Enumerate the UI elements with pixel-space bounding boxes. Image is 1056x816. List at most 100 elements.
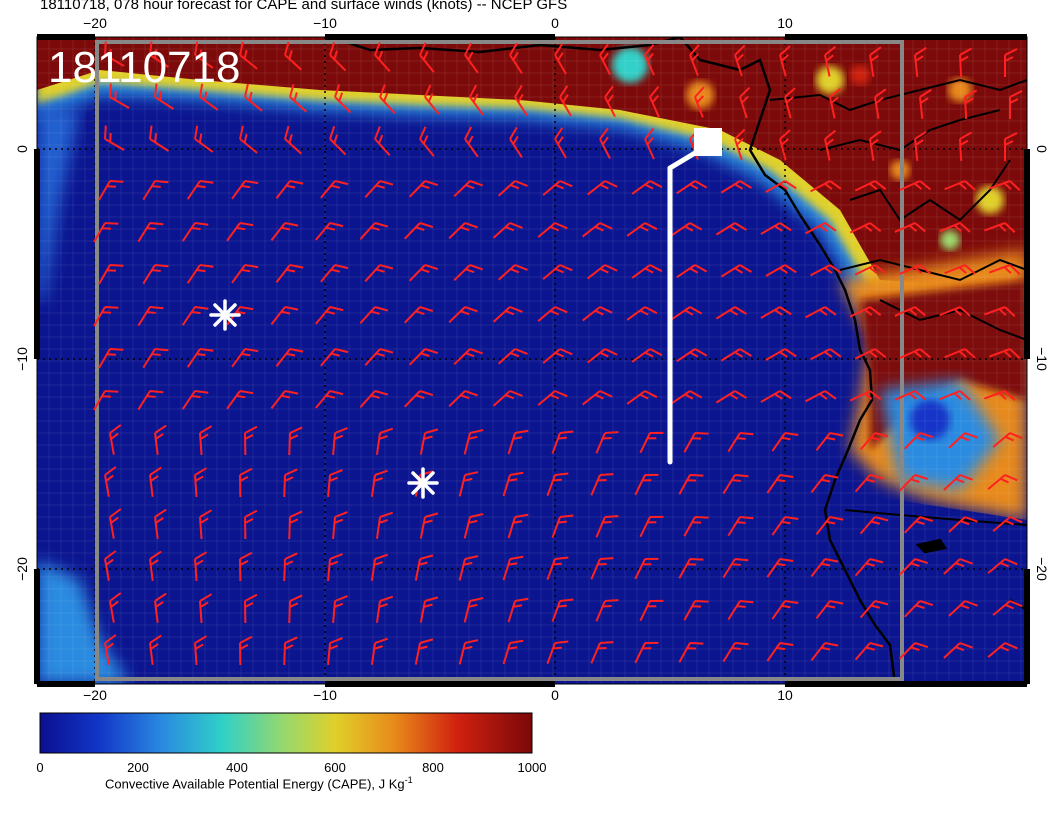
wind-barb — [320, 348, 349, 367]
wind-barb — [453, 180, 483, 198]
wind-barb — [639, 431, 664, 454]
wind-barb — [631, 180, 663, 195]
wind-barb — [463, 429, 484, 455]
wind-barb — [542, 180, 573, 196]
wind-barb — [244, 83, 263, 112]
wind-barb — [939, 306, 971, 317]
wind-barb — [334, 83, 352, 114]
wind-barb — [374, 42, 391, 73]
lat-tick: 0 — [1034, 145, 1050, 153]
wind-barb — [869, 130, 882, 161]
wind-barb — [542, 348, 573, 364]
wind-barb — [559, 85, 572, 117]
wind-barb — [408, 264, 439, 282]
wind-barb — [137, 390, 164, 411]
wind-barb — [815, 516, 844, 535]
wind-barb — [142, 264, 169, 285]
wind-barb — [275, 180, 304, 199]
wind-barb — [403, 390, 434, 408]
colorbar-tick: 0 — [36, 760, 44, 775]
wind-barb — [944, 348, 976, 359]
wind-barb — [315, 222, 344, 241]
wind-barb — [93, 306, 119, 327]
wind-barb — [874, 88, 887, 119]
wind-barb — [194, 635, 208, 666]
wind-barb — [239, 41, 258, 70]
flag-staff-marker — [667, 128, 722, 465]
wind-barb — [149, 41, 169, 68]
wind-barb — [634, 473, 659, 496]
wind-barb — [987, 642, 1018, 658]
wind-barb — [507, 513, 529, 539]
wind-barb — [231, 180, 259, 200]
lon-tick: 10 — [777, 15, 793, 31]
wind-barb — [270, 222, 299, 241]
wind-barb — [1004, 132, 1018, 161]
wind-barb — [370, 469, 389, 497]
wind-barb — [199, 83, 219, 111]
wind-barb — [275, 348, 304, 367]
wind-barb — [320, 180, 349, 199]
lon-tick: −10 — [313, 15, 337, 31]
wind-barb — [509, 42, 523, 74]
wind-barb — [154, 592, 167, 623]
wind-barb — [448, 306, 478, 324]
wind-barb — [375, 511, 394, 539]
wind-barb — [458, 471, 479, 497]
wind-barb — [805, 222, 837, 235]
wind-barb — [765, 348, 797, 361]
wind-barb — [992, 516, 1023, 532]
wind-barb — [683, 516, 709, 537]
wind-barb — [327, 469, 343, 498]
wind-barb — [104, 466, 117, 497]
wind-barb — [154, 508, 167, 539]
wind-barb — [987, 558, 1018, 574]
wind-barb — [784, 87, 796, 119]
wind-barb — [626, 306, 658, 321]
wind-barb — [327, 553, 343, 582]
wind-barb — [815, 432, 844, 451]
wind-barb — [914, 46, 927, 77]
wind-barb — [453, 348, 483, 366]
wind-barb — [507, 429, 529, 455]
wind-barb — [374, 126, 391, 157]
wind-barb — [639, 515, 664, 538]
wind-barb — [199, 593, 213, 624]
wind-barb — [244, 509, 258, 540]
wind-barb — [448, 390, 478, 408]
wind-barb — [727, 516, 754, 537]
wind-barb — [766, 558, 794, 578]
wind-barb — [104, 41, 125, 67]
wind-barb — [810, 474, 839, 493]
wind-barb — [683, 600, 709, 621]
wind-barb — [464, 42, 479, 74]
wind-barb — [244, 593, 258, 624]
wind-barb — [283, 468, 298, 498]
wind-barb — [943, 474, 973, 491]
lat-ticks-right: 0 −10 −20 — [1034, 145, 1050, 581]
wind-barb — [542, 264, 573, 280]
wind-barb — [551, 598, 574, 623]
wind-barb — [239, 551, 253, 582]
wind-barb — [722, 474, 749, 495]
wind-barb — [502, 639, 524, 665]
wind-barb — [463, 513, 484, 539]
wind-barb — [419, 126, 435, 157]
wind-barb — [270, 390, 299, 409]
wind-barb — [463, 597, 484, 623]
wind-barb — [805, 390, 837, 403]
wind-barb — [502, 471, 524, 497]
wind-barb — [469, 84, 484, 116]
wind-barb — [359, 390, 389, 409]
wind-barb — [720, 348, 752, 362]
wind-barb — [231, 348, 259, 368]
wind-barb — [492, 222, 523, 239]
wind-barb — [453, 264, 483, 282]
wind-barb — [239, 467, 253, 498]
wind-barb — [419, 596, 439, 623]
lat-tick: 0 — [14, 145, 30, 153]
wind-barb — [894, 390, 926, 401]
colorbar-tick: 200 — [127, 760, 149, 775]
wind-barb — [894, 222, 926, 233]
